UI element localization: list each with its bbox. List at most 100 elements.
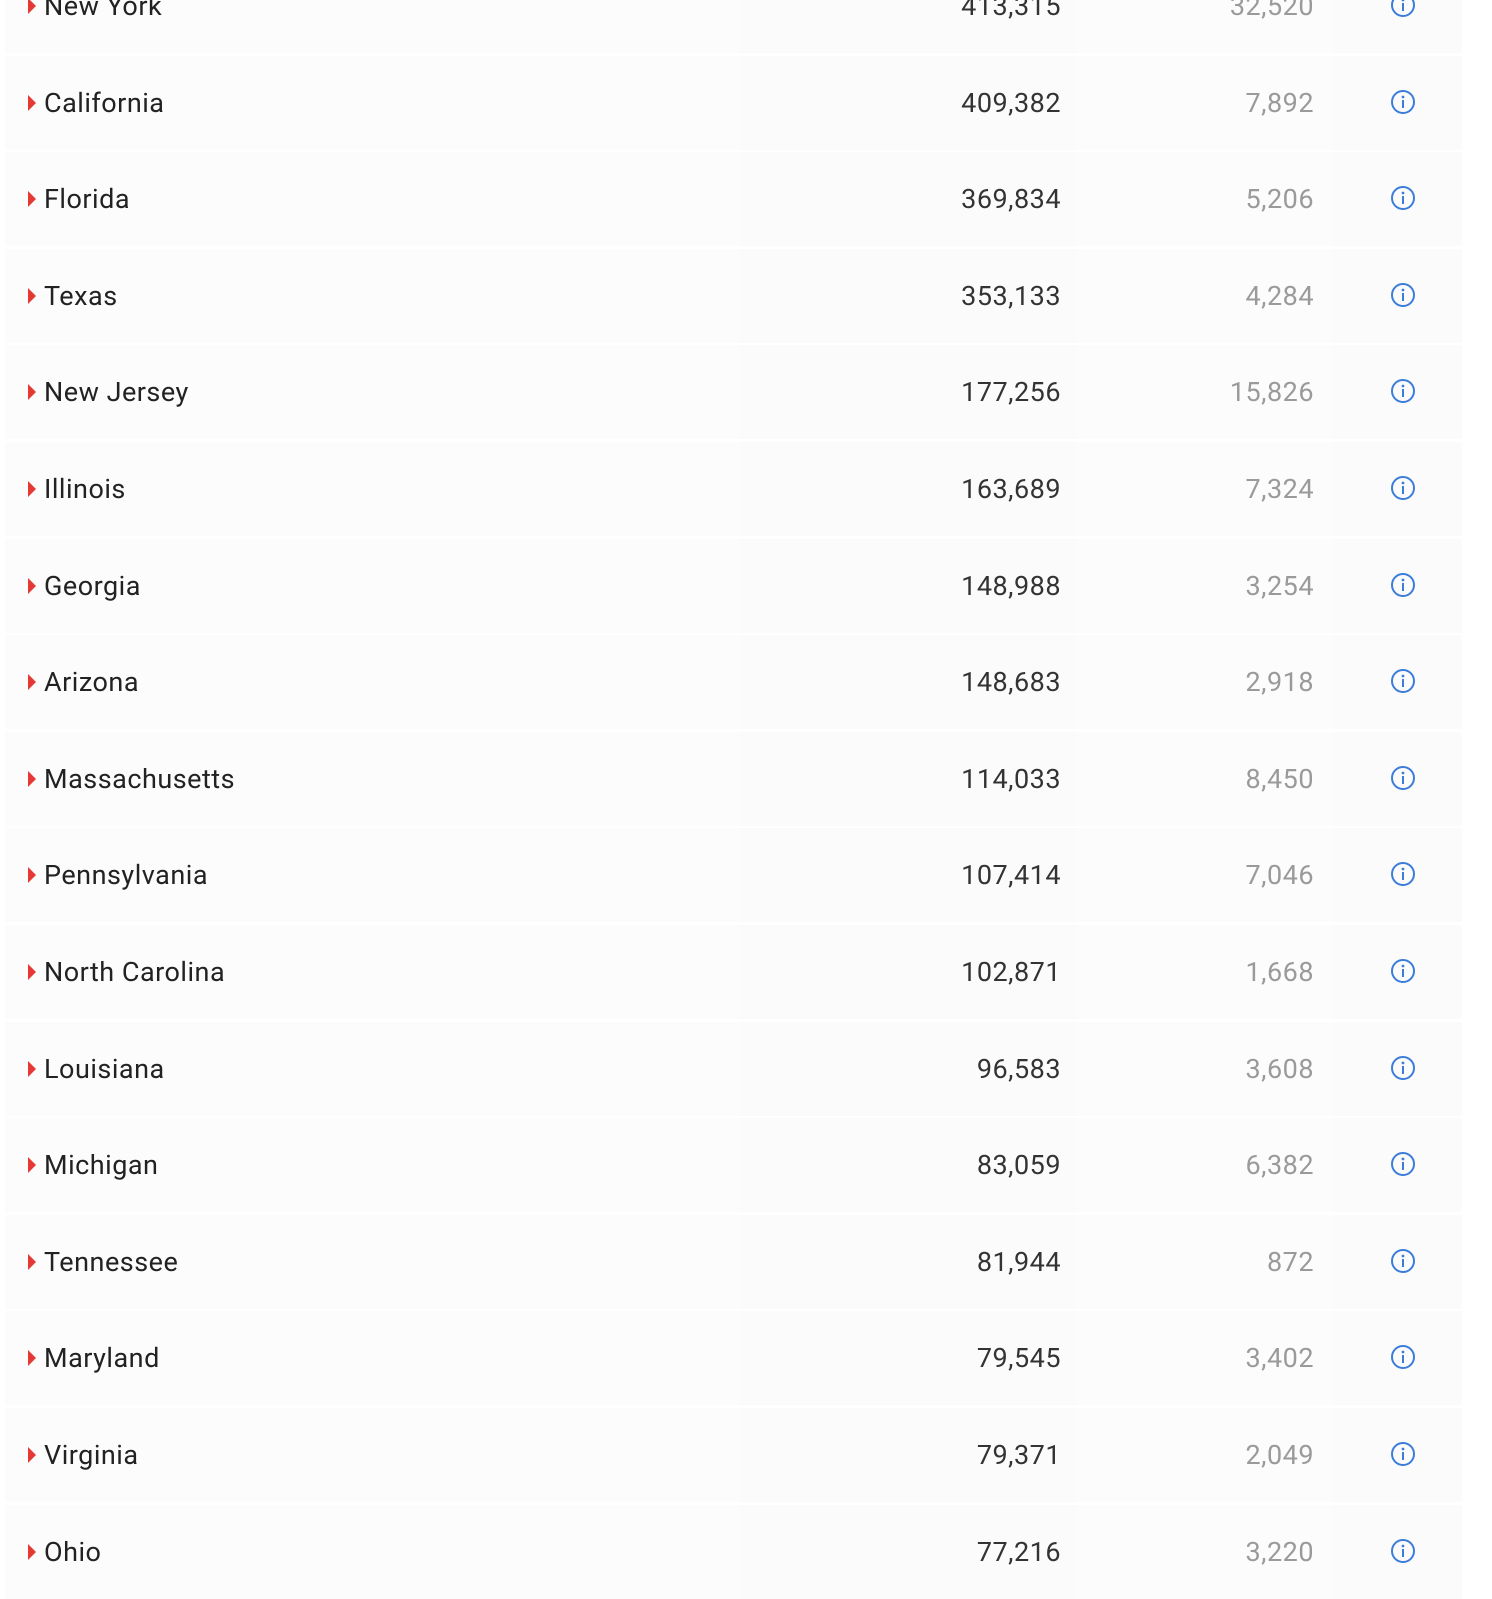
- info-icon[interactable]: [1390, 861, 1416, 887]
- deaths-value: 32,520: [1229, 0, 1314, 22]
- info-circle: [1391, 1055, 1415, 1080]
- name-cell: Michigan: [5, 1118, 740, 1213]
- table-row: Massachusetts 114,033 8,450: [5, 731, 1462, 826]
- cases-value: 102,871: [961, 956, 1061, 988]
- info-cell: [1333, 152, 1462, 247]
- cases-cell: 148,988: [740, 538, 1077, 633]
- info-dot: [1401, 384, 1405, 388]
- info-bar: [1402, 1548, 1404, 1557]
- info-icon[interactable]: [1390, 765, 1416, 791]
- deaths-value: 15,826: [1229, 376, 1314, 409]
- info-circle: [1391, 476, 1415, 500]
- state-name: New York: [44, 0, 163, 22]
- info-icon[interactable]: [1390, 668, 1416, 694]
- info-icon[interactable]: [1390, 572, 1416, 598]
- expand-toggle[interactable]: [28, 94, 36, 111]
- cases-value: 413,315: [961, 0, 1061, 22]
- expand-toggle[interactable]: [28, 191, 36, 208]
- info-circle: [1391, 959, 1415, 983]
- info-circle: [1391, 282, 1415, 307]
- info-cell: [1333, 442, 1462, 536]
- info-icon[interactable]: [1390, 282, 1416, 308]
- expand-toggle[interactable]: [28, 577, 36, 594]
- deaths-cell: 3,254: [1077, 538, 1333, 633]
- cases-value: 148,988: [961, 569, 1061, 602]
- expand-toggle[interactable]: [28, 287, 36, 304]
- info-bar: [1402, 1065, 1404, 1074]
- info-bar: [1402, 1162, 1404, 1171]
- info-icon[interactable]: [1390, 185, 1416, 211]
- cases-value: 163,689: [961, 473, 1061, 505]
- name-cell: Texas: [5, 248, 740, 343]
- cases-value: 148,683: [961, 666, 1061, 699]
- cases-cell: 79,371: [740, 1408, 1077, 1502]
- state-name: Ohio: [44, 1535, 102, 1568]
- name-cell: Florida: [5, 152, 740, 247]
- info-cell: [1333, 1214, 1462, 1309]
- info-icon[interactable]: [1390, 378, 1416, 404]
- info-dot: [1401, 191, 1405, 195]
- expand-toggle[interactable]: [28, 384, 36, 401]
- expand-toggle[interactable]: [28, 1350, 36, 1367]
- table-row: Michigan 83,059 6,382: [5, 1118, 1462, 1213]
- info-dot: [1401, 481, 1405, 485]
- table-row: California 409,382 7,892: [5, 55, 1462, 150]
- table-row: New Jersey 177,256 15,826: [5, 345, 1462, 440]
- expand-toggle[interactable]: [28, 1543, 36, 1560]
- cases-cell: 177,256: [740, 345, 1077, 440]
- info-icon[interactable]: [1390, 958, 1416, 984]
- deaths-cell: 8,450: [1077, 731, 1333, 826]
- cases-value: 369,834: [961, 183, 1061, 216]
- expand-toggle[interactable]: [28, 867, 36, 884]
- info-dot: [1401, 95, 1405, 98]
- state-name: Virginia: [44, 1439, 139, 1471]
- info-dot: [1401, 0, 1405, 2]
- info-icon[interactable]: [1390, 1441, 1416, 1467]
- cases-cell: 77,216: [740, 1504, 1077, 1599]
- expand-toggle[interactable]: [28, 1447, 36, 1463]
- cases-value: 353,133: [961, 279, 1061, 312]
- info-cell: [1333, 1408, 1462, 1502]
- cases-cell: 148,683: [740, 635, 1077, 730]
- info-circle: [1391, 89, 1415, 114]
- deaths-cell: 5,206: [1077, 152, 1333, 247]
- info-icon[interactable]: [1390, 89, 1416, 115]
- info-icon[interactable]: [1390, 1055, 1416, 1081]
- expand-toggle[interactable]: [28, 0, 36, 14]
- expand-toggle[interactable]: [28, 1157, 36, 1174]
- table-row: Maryland 79,545 3,402: [5, 1311, 1462, 1406]
- expand-toggle[interactable]: [28, 674, 36, 691]
- name-cell: Massachusetts: [5, 731, 740, 826]
- deaths-value: 3,402: [1245, 1342, 1314, 1375]
- info-icon[interactable]: [1390, 1248, 1416, 1274]
- deaths-value: 3,608: [1245, 1052, 1314, 1085]
- info-icon[interactable]: [1390, 1538, 1416, 1564]
- info-bar: [1402, 389, 1404, 398]
- info-dot: [1401, 674, 1405, 678]
- info-circle: [1391, 669, 1415, 694]
- info-icon[interactable]: [1390, 0, 1416, 18]
- expand-toggle[interactable]: [28, 770, 36, 787]
- name-cell: New York: [5, 0, 740, 53]
- info-circle: [1391, 1248, 1415, 1273]
- info-icon[interactable]: [1390, 475, 1416, 501]
- info-cell: [1333, 731, 1462, 826]
- info-dot: [1401, 771, 1405, 775]
- info-icon[interactable]: [1390, 1151, 1416, 1177]
- name-cell: Illinois: [5, 442, 740, 536]
- info-icon[interactable]: [1390, 1344, 1416, 1370]
- expand-toggle[interactable]: [28, 1060, 36, 1077]
- name-cell: California: [5, 55, 740, 150]
- table-row: Arizona 148,683 2,918: [5, 635, 1462, 730]
- deaths-value: 7,046: [1245, 859, 1314, 892]
- cases-cell: 369,834: [740, 152, 1077, 247]
- state-name: North Carolina: [44, 956, 226, 988]
- deaths-value: 872: [1266, 1245, 1314, 1278]
- info-cell: [1333, 538, 1462, 633]
- info-circle: [1391, 1345, 1415, 1370]
- info-circle: [1391, 379, 1415, 404]
- expand-toggle[interactable]: [28, 481, 36, 497]
- expand-toggle[interactable]: [28, 1253, 36, 1270]
- info-cell: [1333, 1021, 1462, 1116]
- expand-toggle[interactable]: [28, 964, 36, 980]
